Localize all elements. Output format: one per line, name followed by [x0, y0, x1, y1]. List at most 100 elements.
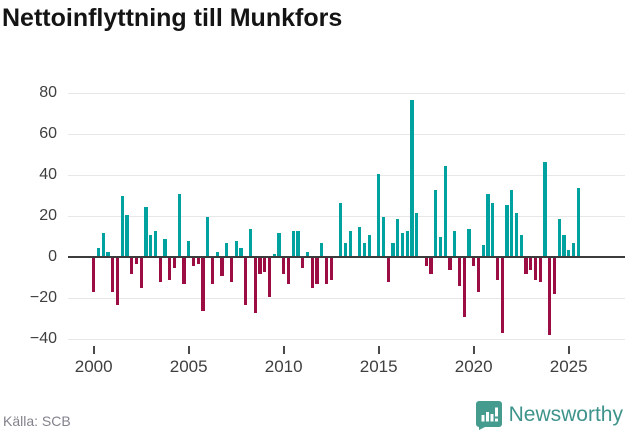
x-axis-tick-label: 2010 [264, 357, 303, 376]
bar-negative [201, 257, 205, 311]
x-axis-tick-mark [282, 346, 285, 354]
gridline [68, 134, 625, 135]
bar-positive [481, 245, 485, 256]
bar-positive [557, 218, 561, 256]
zero-axis-line [68, 255, 625, 258]
newsworthy-logo[interactable]: Newsworthy [475, 399, 623, 431]
gridline [68, 93, 625, 95]
x-axis-tick-label: 2005 [169, 357, 208, 376]
bar-negative [329, 257, 333, 281]
plot-area: 80 60 40 20 0 −20 −40 2000 2005 2010 2015 2020 2025 [29, 84, 625, 376]
bar-negative [448, 257, 452, 270]
bar-positive [491, 202, 495, 256]
x-axis-tick-mark [472, 346, 475, 354]
x-axis-tick-mark [92, 346, 95, 354]
bar-negative [529, 257, 533, 270]
bar-negative [538, 257, 542, 283]
bar-negative [301, 257, 305, 268]
bar-positive [443, 165, 447, 256]
bar-positive [571, 243, 576, 256]
bar-negative [533, 257, 538, 281]
bar-positive [153, 231, 158, 256]
bar-positive [486, 194, 490, 256]
bar-positive [391, 243, 395, 256]
bar-positive [400, 233, 405, 256]
bar-negative [267, 257, 272, 297]
bar-positive [187, 241, 191, 256]
bar-positive [562, 235, 566, 256]
bar-negative [310, 257, 314, 289]
bar-negative [462, 257, 466, 317]
bar-positive [320, 243, 324, 256]
chart-title: Nettoinflyttning till Munkfors [2, 4, 343, 32]
gridline [68, 174, 625, 176]
bar-negative [263, 257, 267, 272]
y-axis-tick-label: 20 [39, 206, 57, 224]
bar-positive [576, 188, 580, 256]
bar-negative [424, 257, 428, 266]
x-axis-tick-mark [377, 346, 380, 354]
bar-positive [367, 235, 371, 256]
bar-negative [476, 257, 481, 293]
bar-positive [120, 196, 124, 256]
bar-positive [239, 247, 243, 256]
bar-negative [315, 257, 319, 285]
bar-negative [172, 257, 177, 268]
bar-negative [548, 257, 552, 336]
gridline [68, 215, 625, 217]
x-axis-tick-mark [187, 346, 190, 354]
bar-positive [377, 173, 381, 256]
bar-positive [144, 206, 148, 256]
bar-negative [429, 257, 433, 275]
bar-negative [244, 257, 248, 305]
bar-positive [543, 161, 547, 256]
bar-positive [215, 251, 219, 256]
bar-positive [514, 212, 519, 256]
bar-negative [210, 257, 215, 285]
x-axis-tick-label: 2020 [454, 357, 493, 376]
bar-negative [182, 257, 186, 285]
bar-positive [248, 229, 253, 256]
bar-negative [196, 257, 200, 264]
bar-positive [125, 214, 129, 256]
bar-positive [396, 218, 400, 256]
bar-negative [282, 257, 286, 275]
bar-positive [362, 243, 367, 256]
bar-positive [106, 251, 110, 256]
bar-positive [234, 241, 238, 256]
bar-negative [524, 257, 528, 275]
bar-negative [111, 257, 115, 293]
bar-positive [358, 227, 362, 256]
bar-positive [434, 190, 438, 256]
bar-negative [457, 257, 462, 287]
bar-negative [253, 257, 257, 313]
bar-positive [505, 204, 509, 256]
bar-negative [495, 257, 500, 281]
newsworthy-badge-icon [475, 400, 502, 430]
bar-positive [277, 233, 281, 256]
gridline [68, 297, 625, 299]
bar-positive [567, 249, 571, 256]
bar-negative [92, 257, 96, 293]
bar-negative [134, 257, 139, 264]
bar-negative [500, 257, 504, 334]
bar-negative [472, 257, 476, 266]
bar-negative [552, 257, 557, 295]
newsworthy-logo-text: Newsworthy [508, 403, 623, 426]
bar-positive [101, 233, 105, 256]
y-axis-tick-label: 80 [39, 84, 57, 102]
bar-negative [386, 257, 390, 283]
bar-positive [519, 235, 523, 256]
source-label: Källa: SCB [3, 413, 71, 429]
bar-positive [438, 237, 443, 256]
bar-positive [163, 239, 167, 256]
bar-positive [291, 231, 295, 256]
bar-positive [149, 235, 153, 256]
bar-positive [343, 243, 348, 256]
bar-positive [96, 247, 101, 256]
bar-positive [339, 202, 343, 256]
bar-positive [305, 251, 310, 256]
bar-positive [206, 216, 210, 256]
y-axis-tick-label: −40 [29, 329, 57, 347]
